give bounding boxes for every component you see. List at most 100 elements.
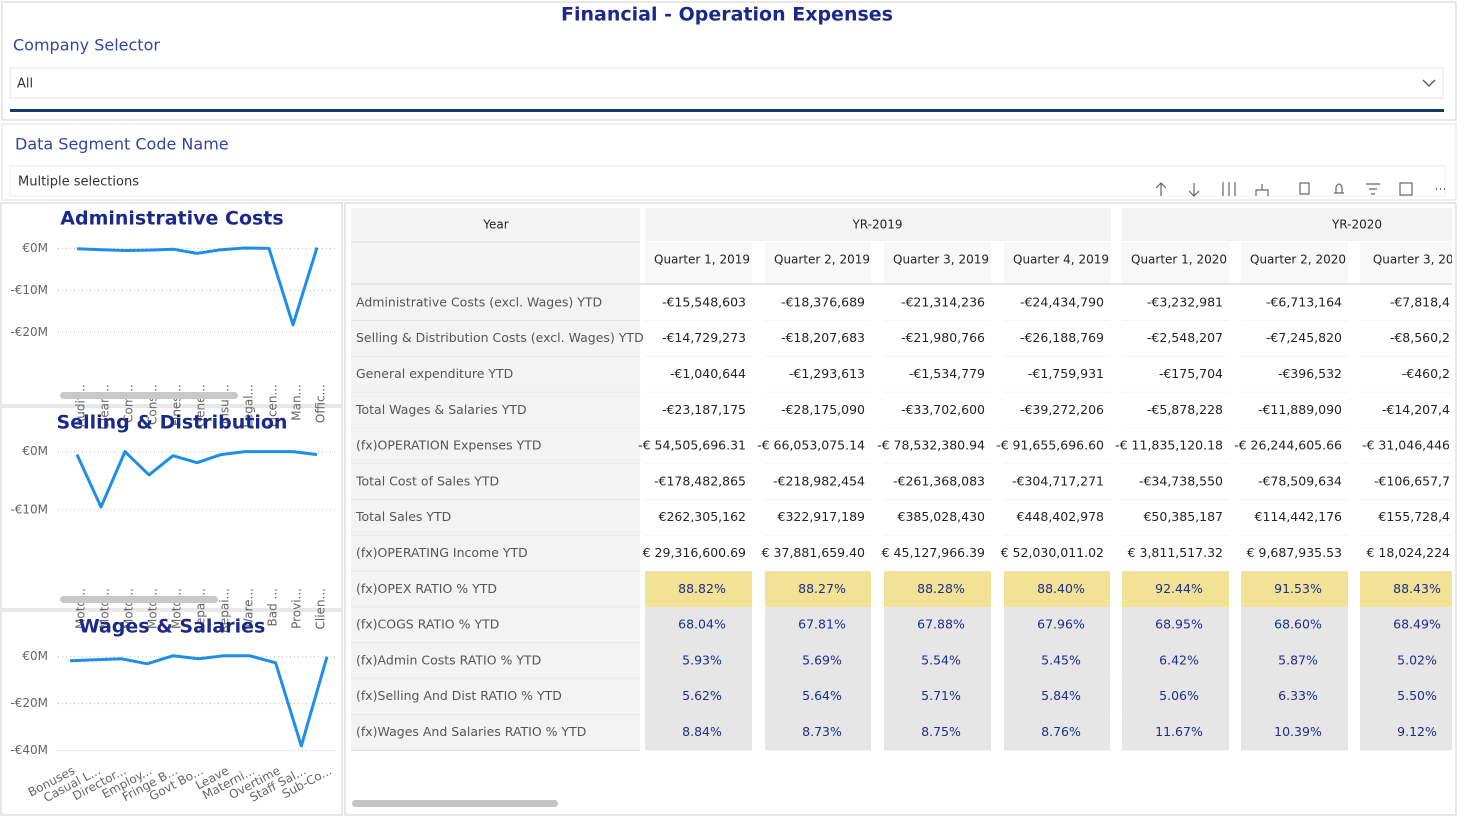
cell-text: 68.95% <box>1155 617 1203 632</box>
cell-text: -€396,532 <box>1278 366 1342 381</box>
cell-text: -€18,207,683 <box>781 330 865 345</box>
cell-text: 5.45% <box>1041 652 1081 667</box>
alert-icon[interactable] <box>1334 183 1344 194</box>
cell <box>884 392 991 428</box>
cell-text: -€ 91,655,696.60 <box>996 438 1104 453</box>
cell-text: 5.54% <box>921 652 961 667</box>
cell <box>645 356 752 392</box>
header-cell <box>1360 242 1452 283</box>
focus-icon[interactable] <box>1399 182 1413 196</box>
y-tick-label: -€10M <box>10 502 48 516</box>
cell <box>884 428 991 463</box>
chart-panel <box>0 406 343 610</box>
row-header: Total Wages & Salaries YTD <box>355 402 527 417</box>
cell-text: -€1,040,644 <box>670 366 746 381</box>
sort-down-icon[interactable] <box>1188 183 1200 197</box>
cell-text: 5.87% <box>1278 652 1318 667</box>
x-tick-label: Repai... <box>218 588 232 633</box>
cell <box>645 464 752 499</box>
cell <box>884 499 991 535</box>
cell <box>1360 714 1452 751</box>
sort-up-icon[interactable] <box>1155 182 1167 196</box>
cell-text: 88.82% <box>678 581 726 596</box>
cell <box>1241 714 1348 751</box>
cell-text: 9.12% <box>1397 724 1437 739</box>
expand-icon[interactable] <box>1222 182 1236 196</box>
cell <box>645 643 752 679</box>
cell-text: -€23,187,175 <box>662 402 746 417</box>
copy-icon[interactable] <box>1299 182 1310 195</box>
cell <box>1360 285 1452 320</box>
y-tick-label: €0M <box>22 444 48 458</box>
dropdown[interactable] <box>9 165 1446 197</box>
cell-text: -€ 31,046,446 <box>1362 438 1450 453</box>
row-header-cell <box>351 428 640 464</box>
cell-text: -€2,548,207 <box>1147 330 1223 345</box>
cell <box>645 535 752 571</box>
cell <box>765 356 871 392</box>
cell <box>765 499 871 535</box>
hierarchy-icon[interactable] <box>1255 184 1269 196</box>
header-text: Year <box>482 218 508 232</box>
cell <box>1122 285 1229 320</box>
cell <box>1122 499 1229 535</box>
cell-text: -€28,175,090 <box>781 402 865 417</box>
cell-text: 8.84% <box>682 724 722 739</box>
scrollbar[interactable] <box>60 596 218 603</box>
cell-text: -€218,982,454 <box>773 473 865 488</box>
cell-text: €155,728,4 <box>1378 509 1450 524</box>
cell-text: -€261,368,083 <box>893 473 985 488</box>
cell <box>1360 607 1452 643</box>
cell <box>1004 428 1110 463</box>
cell-text: -€18,376,689 <box>781 294 865 309</box>
y-tick-label: €0M <box>22 241 48 255</box>
cell <box>1241 464 1348 499</box>
cell-text: 5.84% <box>1041 688 1081 703</box>
cell <box>1241 356 1348 392</box>
cell-text: 91.53% <box>1274 581 1322 596</box>
chart-panel <box>0 202 343 406</box>
filter-icon[interactable] <box>1366 183 1380 195</box>
cell-text: -€1,534,779 <box>909 366 985 381</box>
cell <box>884 643 991 679</box>
line-series <box>69 654 329 748</box>
scrollbar[interactable] <box>60 392 238 399</box>
dropdown[interactable] <box>9 67 1444 99</box>
cell <box>645 499 752 535</box>
row-header: Total Sales YTD <box>355 509 451 524</box>
cell-text: -€39,272,206 <box>1020 402 1104 417</box>
x-tick-label: Ware... <box>242 588 256 630</box>
cell <box>645 678 752 715</box>
cell <box>765 428 871 463</box>
cell-text: 8.76% <box>1041 724 1081 739</box>
filter-label: Company Selector <box>13 36 160 55</box>
cell-text: 68.60% <box>1274 617 1322 632</box>
cell-text: €114,442,176 <box>1255 509 1343 524</box>
cell <box>1004 571 1110 608</box>
cell <box>884 571 991 608</box>
cell-text: -€178,482,865 <box>654 473 746 488</box>
cell <box>645 285 752 320</box>
cell <box>1004 464 1110 499</box>
cell-text: 8.73% <box>802 724 842 739</box>
scrollbar[interactable] <box>352 800 558 807</box>
row-header-cell <box>351 714 640 751</box>
row-header-cell <box>351 678 640 715</box>
cell-text: -€14,729,273 <box>662 330 746 345</box>
cell <box>645 428 752 463</box>
cell <box>1241 643 1348 679</box>
cell <box>1360 643 1452 679</box>
row-header-cell <box>351 499 640 536</box>
row-header: (fx)OPERATION Expenses YTD <box>356 438 542 453</box>
row-header-cell <box>351 535 640 572</box>
cell <box>1360 678 1452 715</box>
cell <box>1122 428 1229 463</box>
cell <box>765 392 871 428</box>
header-cell <box>1004 242 1110 283</box>
cell-text: 67.96% <box>1037 617 1085 632</box>
cell-text: €50,385,187 <box>1143 509 1223 524</box>
cell <box>1004 285 1110 320</box>
column-header: Quarter 4, 2019 <box>1013 253 1109 267</box>
dropdown-chevron[interactable] <box>1422 79 1436 87</box>
page-title: Financial - Operation Expenses <box>561 4 893 26</box>
